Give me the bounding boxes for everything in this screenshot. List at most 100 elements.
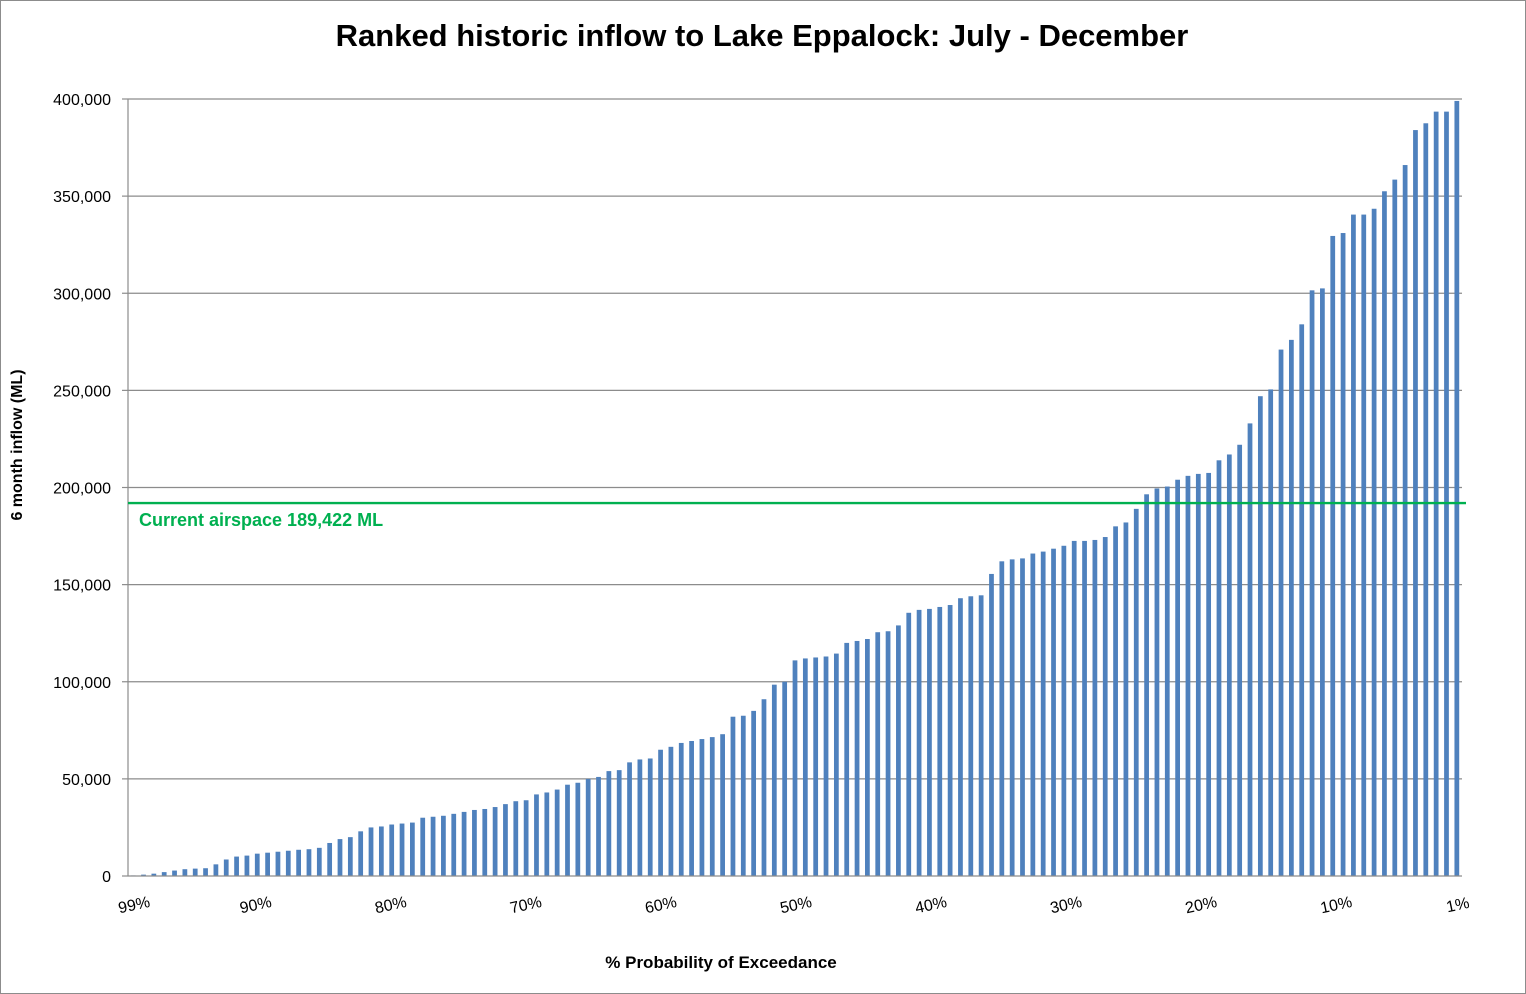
bar — [410, 822, 415, 876]
bar — [1154, 488, 1160, 876]
bar — [668, 746, 674, 876]
bar — [285, 850, 291, 876]
bar — [823, 656, 829, 876]
bar — [1433, 111, 1439, 877]
bar — [441, 815, 446, 876]
x-axis-title: % Probability of Exceedance — [605, 953, 837, 972]
bar — [523, 800, 529, 876]
x-tick-label: 80% — [373, 894, 408, 917]
bar — [358, 831, 364, 876]
bar — [161, 872, 167, 876]
bar — [368, 827, 374, 876]
bar — [1102, 537, 1108, 876]
bar — [1030, 553, 1036, 876]
bar — [1195, 473, 1201, 876]
bar — [544, 792, 550, 876]
bar — [378, 826, 384, 876]
bar — [234, 856, 239, 876]
bar — [585, 778, 591, 876]
y-tick-label: 50,000 — [62, 772, 111, 789]
bar — [1320, 288, 1325, 876]
bar — [430, 816, 436, 876]
y-tick-label: 400,000 — [53, 92, 111, 109]
y-tick-label: 150,000 — [53, 578, 111, 595]
bar — [885, 631, 891, 876]
bar — [1371, 208, 1377, 877]
y-tick-label: 350,000 — [53, 189, 111, 206]
bar — [482, 808, 488, 876]
chart-title: Ranked historic inflow to Lake Eppalock:… — [335, 18, 1189, 53]
bar — [472, 809, 477, 876]
bar — [606, 771, 612, 876]
x-tick-label: 1% — [1445, 895, 1471, 916]
bar — [1040, 551, 1046, 876]
bar — [461, 811, 467, 876]
bar — [1144, 494, 1149, 876]
bar — [896, 625, 901, 876]
bar — [854, 640, 860, 876]
bar — [658, 749, 663, 876]
bar — [678, 742, 684, 876]
bar — [1133, 508, 1139, 876]
bar — [1020, 558, 1025, 876]
bar — [978, 595, 984, 876]
bar — [347, 837, 353, 876]
bar — [1299, 324, 1305, 877]
y-tick-label: 300,000 — [53, 286, 111, 303]
bar — [709, 737, 715, 876]
bar — [1268, 389, 1274, 876]
bar — [833, 653, 839, 876]
bar — [575, 782, 581, 876]
bar — [1206, 472, 1212, 876]
bar — [730, 716, 736, 876]
bar — [596, 776, 601, 876]
bar — [503, 804, 508, 876]
bar — [1278, 349, 1284, 876]
bar — [689, 740, 694, 876]
bar — [1082, 540, 1087, 876]
bar — [761, 699, 767, 876]
bar — [296, 849, 302, 876]
bar — [720, 734, 725, 876]
bar — [1175, 479, 1180, 876]
bar — [275, 851, 281, 876]
bar — [968, 596, 974, 876]
x-tick-label: 99% — [117, 894, 152, 917]
bar — [771, 684, 777, 876]
bar — [254, 853, 260, 876]
bar — [172, 870, 177, 876]
bar — [265, 852, 270, 876]
bar — [1351, 214, 1356, 877]
bar — [1247, 423, 1253, 876]
bar — [1330, 235, 1336, 877]
bar — [316, 847, 322, 876]
bar — [947, 605, 953, 876]
bar — [1009, 559, 1015, 876]
bar — [1216, 460, 1222, 876]
bar — [844, 642, 850, 876]
y-tick-label: 100,000 — [53, 675, 111, 692]
y-tick-label: 250,000 — [53, 383, 111, 400]
bar — [554, 789, 560, 876]
bar — [420, 817, 426, 876]
x-tick-label: 30% — [1049, 894, 1084, 917]
bar — [141, 874, 146, 876]
bar — [244, 855, 250, 876]
bar — [958, 598, 963, 876]
bar — [1185, 475, 1191, 876]
bar — [1454, 100, 1460, 876]
bar — [399, 823, 405, 876]
bar — [1061, 545, 1067, 876]
x-tick-label: 70% — [508, 894, 543, 917]
bar — [1361, 214, 1367, 877]
bar — [337, 839, 343, 876]
bar — [1309, 290, 1315, 876]
bar — [213, 864, 219, 876]
bar — [182, 869, 188, 876]
bar — [1092, 539, 1098, 876]
bar — [1392, 179, 1398, 876]
bar — [327, 842, 333, 876]
bar — [751, 710, 757, 876]
bar — [1423, 123, 1429, 876]
